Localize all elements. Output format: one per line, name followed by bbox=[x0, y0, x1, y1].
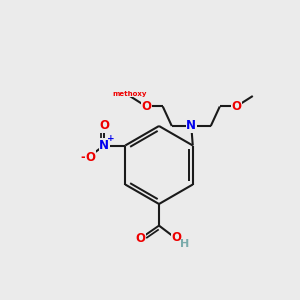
Text: +: + bbox=[107, 134, 115, 143]
Text: O: O bbox=[141, 100, 151, 113]
Text: O: O bbox=[135, 232, 145, 245]
Text: –: – bbox=[80, 151, 86, 164]
Text: O: O bbox=[231, 100, 241, 113]
Text: methoxy: methoxy bbox=[112, 91, 147, 97]
Text: N: N bbox=[186, 119, 196, 133]
Text: H: H bbox=[180, 238, 189, 249]
Text: O: O bbox=[171, 231, 182, 244]
Text: O: O bbox=[86, 151, 96, 164]
Text: N: N bbox=[99, 139, 109, 152]
Text: O: O bbox=[99, 119, 109, 133]
